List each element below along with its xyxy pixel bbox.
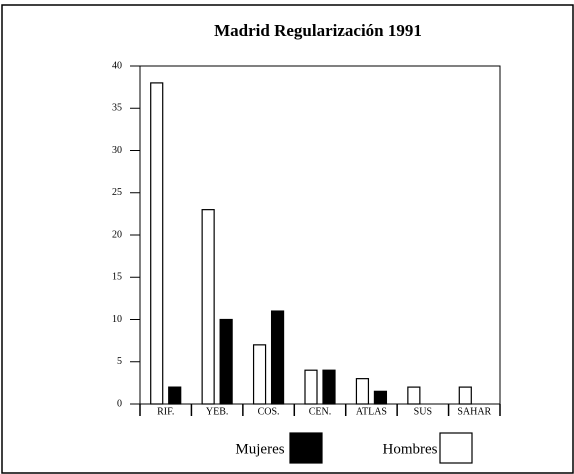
bar bbox=[322, 369, 336, 405]
chart-title: Madrid Regularización 1991 bbox=[214, 21, 422, 40]
bar bbox=[270, 310, 285, 405]
x-tick-label: YEB. bbox=[206, 406, 229, 417]
x-tick-label: RIF. bbox=[157, 406, 174, 417]
x-tick-label: SAHAR bbox=[457, 406, 491, 417]
bar bbox=[201, 209, 215, 405]
x-tick-label: ATLAS bbox=[356, 406, 387, 417]
y-tick-label: 40 bbox=[112, 60, 122, 71]
y-tick-label: 35 bbox=[112, 103, 122, 114]
plot-frame bbox=[139, 65, 501, 405]
bar bbox=[304, 369, 318, 405]
x-tick-label: SUS bbox=[414, 406, 432, 417]
bar bbox=[373, 390, 388, 405]
frame bbox=[1, 4, 574, 474]
legend-swatch bbox=[289, 432, 323, 464]
y-tick-label: 10 bbox=[112, 314, 122, 325]
y-tick-label: 30 bbox=[112, 145, 122, 156]
legend-label: Hombres bbox=[383, 441, 438, 457]
x-tick-label: COS. bbox=[258, 406, 280, 417]
y-tick-label: 20 bbox=[112, 229, 122, 240]
bar bbox=[168, 386, 182, 405]
y-tick-label: 5 bbox=[117, 356, 122, 367]
x-tick-label: CEN. bbox=[309, 406, 332, 417]
bar bbox=[458, 386, 472, 405]
y-tick-label: 0 bbox=[117, 398, 122, 409]
bar bbox=[407, 386, 421, 405]
bar bbox=[219, 318, 233, 405]
y-tick-label: 25 bbox=[112, 187, 122, 198]
bar bbox=[150, 82, 164, 405]
bar bbox=[355, 378, 370, 405]
legend-label: Mujeres bbox=[235, 441, 284, 457]
legend-swatch bbox=[439, 432, 473, 464]
y-tick-label: 15 bbox=[112, 272, 122, 283]
bar bbox=[252, 344, 267, 405]
